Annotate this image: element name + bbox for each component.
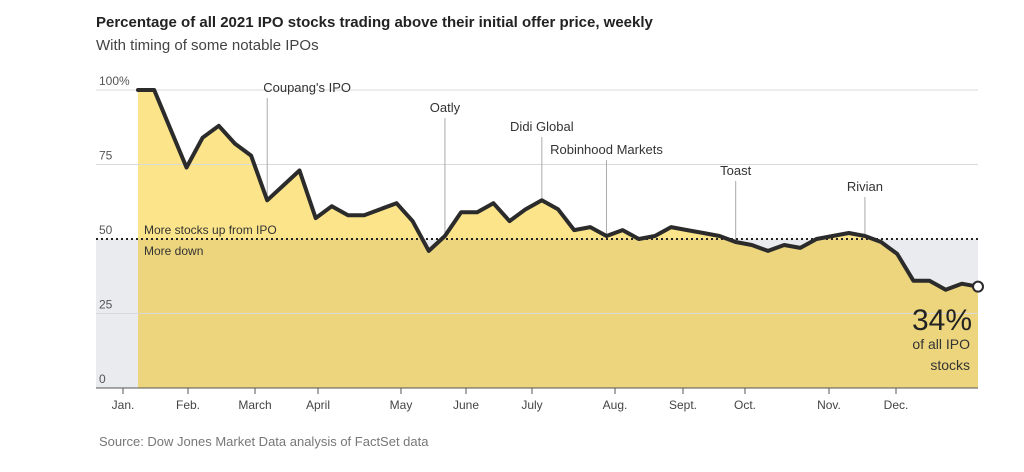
x-tick-label: Sept. (669, 398, 697, 412)
y-tick-label: 100% (99, 74, 130, 88)
chart-title: Percentage of all 2021 IPO stocks tradin… (96, 14, 653, 31)
end-point-marker (972, 280, 984, 293)
end-text-line1: of all IPO (912, 336, 970, 352)
source-note: Source: Dow Jones Market Data analysis o… (99, 434, 429, 449)
series-line (136, 88, 980, 292)
y-tick-label: 50 (99, 223, 113, 237)
x-tick-label: June (453, 398, 479, 412)
annotation-label: Coupang's IPO (263, 80, 351, 95)
x-tick-label: Jan. (112, 398, 135, 412)
x-tick-label: July (521, 398, 542, 412)
x-tick-label: April (306, 398, 330, 412)
chart-subtitle: With timing of some notable IPOs (96, 37, 319, 54)
x-tick-label: Aug. (603, 398, 628, 412)
reference-label-below: More down (144, 244, 203, 258)
x-tick-label: Dec. (884, 398, 909, 412)
annotation-label: Toast (720, 163, 751, 178)
annotation-label: Rivian (847, 179, 883, 194)
end-text-line2: stocks (930, 357, 970, 373)
y-tick-label: 75 (99, 149, 113, 163)
y-tick-label: 25 (99, 298, 113, 312)
x-tick-label: Nov. (817, 398, 841, 412)
annotation-label: Didi Global (510, 119, 574, 134)
annotation-label: Oatly (430, 100, 461, 115)
x-tick-label: Oct. (734, 398, 756, 412)
x-tick-label: Feb. (176, 398, 200, 412)
reference-label-above: More stocks up from IPO (144, 223, 277, 237)
x-tick-label: March (238, 398, 271, 412)
y-tick-label: 0 (99, 372, 106, 386)
end-value-label: 34% (912, 304, 972, 337)
area-fill-above (138, 90, 873, 239)
x-tick-label: May (390, 398, 413, 412)
annotation-label: Robinhood Markets (550, 142, 663, 157)
